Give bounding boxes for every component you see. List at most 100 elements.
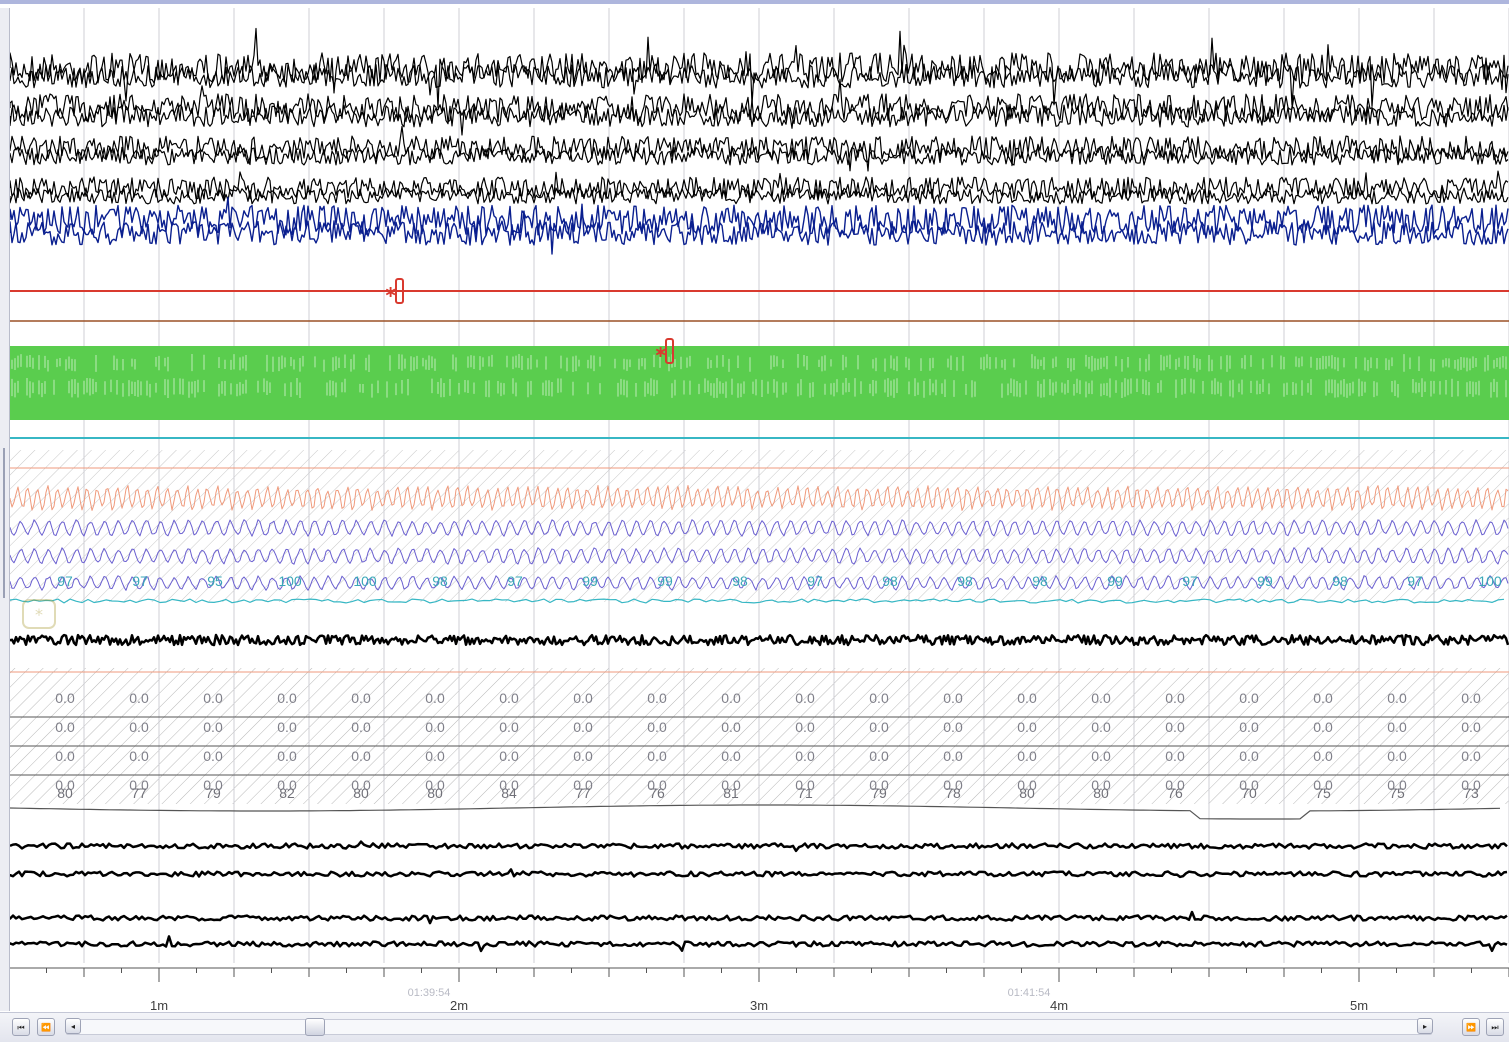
heart-rate-value: 77 — [575, 785, 591, 801]
heart-rate-value: 80 — [1093, 785, 1109, 801]
position-value: 0.0 — [869, 777, 889, 793]
position-value: 0.0 — [351, 719, 371, 735]
spo2-value: 97 — [132, 573, 148, 589]
position-value: 0.0 — [277, 690, 297, 706]
eeg-trace-1 — [10, 27, 1509, 109]
position-value: 0.0 — [1387, 690, 1407, 706]
time-scrollbar[interactable]: ◂ ▸ — [65, 1018, 1433, 1036]
spo2-value: 99 — [1107, 573, 1123, 589]
minute-label: 3m — [750, 998, 768, 1011]
position-value: 0.0 — [721, 690, 741, 706]
position-value: 0.0 — [203, 777, 223, 793]
clock-label: 01:39:54 — [408, 987, 451, 999]
position-value: 0.0 — [573, 719, 593, 735]
respiratory-trace-1 — [10, 519, 1509, 537]
minute-label: 5m — [1350, 998, 1368, 1011]
next-page-button[interactable]: ⏩ — [1462, 1018, 1480, 1036]
position-value: 0.0 — [1461, 748, 1481, 764]
spo2-value: 97 — [1182, 573, 1198, 589]
event-marker-box — [395, 278, 404, 304]
waveform-canvas[interactable]: ∗∗∗&∗&∗∗***AA 97979510010098979999989798… — [10, 8, 1509, 1011]
position-value: 0.0 — [1165, 719, 1185, 735]
time-axis: 1m2m3m4m5m6m7m8m9m1001:39:5401:41:5401:4… — [10, 967, 1509, 1011]
position-value: 0.0 — [203, 719, 223, 735]
heart-rate-value: 76 — [1167, 785, 1183, 801]
scrollbar-thumb[interactable] — [304, 1018, 325, 1036]
eeg-trace-3-b — [10, 146, 1509, 166]
position-value: 0.0 — [1387, 748, 1407, 764]
heart-rate-value: 84 — [501, 785, 517, 801]
panel-resize-grip[interactable] — [3, 448, 5, 598]
position-value: 0.0 — [573, 690, 593, 706]
heart-rate-value: 81 — [723, 785, 739, 801]
spo2-value: 98 — [732, 573, 748, 589]
position-value: 0.0 — [129, 748, 149, 764]
emg-trace-b — [10, 203, 1509, 246]
position-value: 0.0 — [721, 748, 741, 764]
position-value: 0.0 — [425, 748, 445, 764]
eeg-trace-4 — [10, 170, 1509, 204]
position-value: 0.0 — [1239, 748, 1259, 764]
emg-trace — [10, 196, 1509, 255]
next-button[interactable]: ▸ — [1417, 1018, 1433, 1034]
last-page-button[interactable]: ⏭ — [1486, 1018, 1504, 1036]
spo2-value: 97 — [807, 573, 823, 589]
position-value: 0.0 — [795, 719, 815, 735]
arousal-marker-label: * — [35, 605, 43, 624]
minute-label: 2m — [450, 998, 468, 1011]
position-value: 0.0 — [425, 690, 445, 706]
spo2-value: 98 — [882, 573, 898, 589]
position-value: 0.0 — [351, 748, 371, 764]
limb-trace-3 — [10, 910, 1508, 925]
position-value: 0.0 — [1017, 690, 1037, 706]
first-page-button[interactable]: ⏮ — [12, 1018, 30, 1036]
position-value: 0.0 — [1017, 748, 1037, 764]
clock-label: 01:41:54 — [1008, 987, 1051, 999]
position-value: 0.0 — [277, 719, 297, 735]
heart-rate-value: 78 — [945, 785, 961, 801]
previous-page-icon: ⏪ — [41, 1023, 51, 1032]
position-value: 0.0 — [721, 719, 741, 735]
previous-page-button[interactable]: ⏪ — [37, 1018, 55, 1036]
arousal-marker — [22, 599, 56, 629]
heart-rate-value: 70 — [1241, 785, 1257, 801]
position-value: 0.0 — [795, 748, 815, 764]
position-value: 0.0 — [943, 690, 963, 706]
position-value: 0.0 — [869, 719, 889, 735]
position-value: 0.0 — [203, 748, 223, 764]
next-icon: ▸ — [1422, 1022, 1427, 1031]
position-value: 0.0 — [1091, 690, 1111, 706]
channel-panel-edge[interactable] — [0, 8, 10, 1011]
event-marker-label: ∗ — [654, 342, 667, 361]
previous-button[interactable]: ◂ — [65, 1018, 81, 1034]
position-value: 0.0 — [943, 748, 963, 764]
position-value: 0.0 — [55, 719, 75, 735]
position-value: 0.0 — [1387, 777, 1407, 793]
snore-trace — [10, 633, 1509, 647]
heart-rate-value: 80 — [353, 785, 369, 801]
heart-rate-value: 77 — [131, 785, 147, 801]
position-value: 0.0 — [573, 777, 593, 793]
position-value: 0.0 — [1461, 777, 1481, 793]
position-value: 0.0 — [1313, 777, 1333, 793]
navigation-bar: ⏮ ⏪ ◂ ▸ ⏩ ⏭ — [0, 1012, 1509, 1042]
first-page-icon: ⏮ — [17, 1023, 25, 1032]
next-page-icon: ⏩ — [1466, 1023, 1476, 1032]
position-value: 0.0 — [647, 748, 667, 764]
position-value: 0.0 — [203, 690, 223, 706]
position-value: 0.0 — [1239, 777, 1259, 793]
eeg-trace-4-b — [10, 187, 1509, 205]
position-value: 0.0 — [277, 748, 297, 764]
spo2-trace — [10, 598, 1505, 604]
event-markers[interactable]: ∗∗∗&∗&∗∗***AA — [10, 278, 1509, 862]
spo2-value: 100 — [1478, 573, 1502, 589]
position-value: 0.0 — [55, 748, 75, 764]
event-marker-box — [665, 338, 674, 364]
position-value: 0.0 — [943, 777, 963, 793]
spo2-value: 99 — [657, 573, 673, 589]
heart-rate-value: 80 — [427, 785, 443, 801]
position-value: 0.0 — [1017, 777, 1037, 793]
limb-trace-1 — [10, 840, 1508, 853]
position-value: 0.0 — [1313, 690, 1333, 706]
heart-rate-trace — [10, 804, 1501, 820]
